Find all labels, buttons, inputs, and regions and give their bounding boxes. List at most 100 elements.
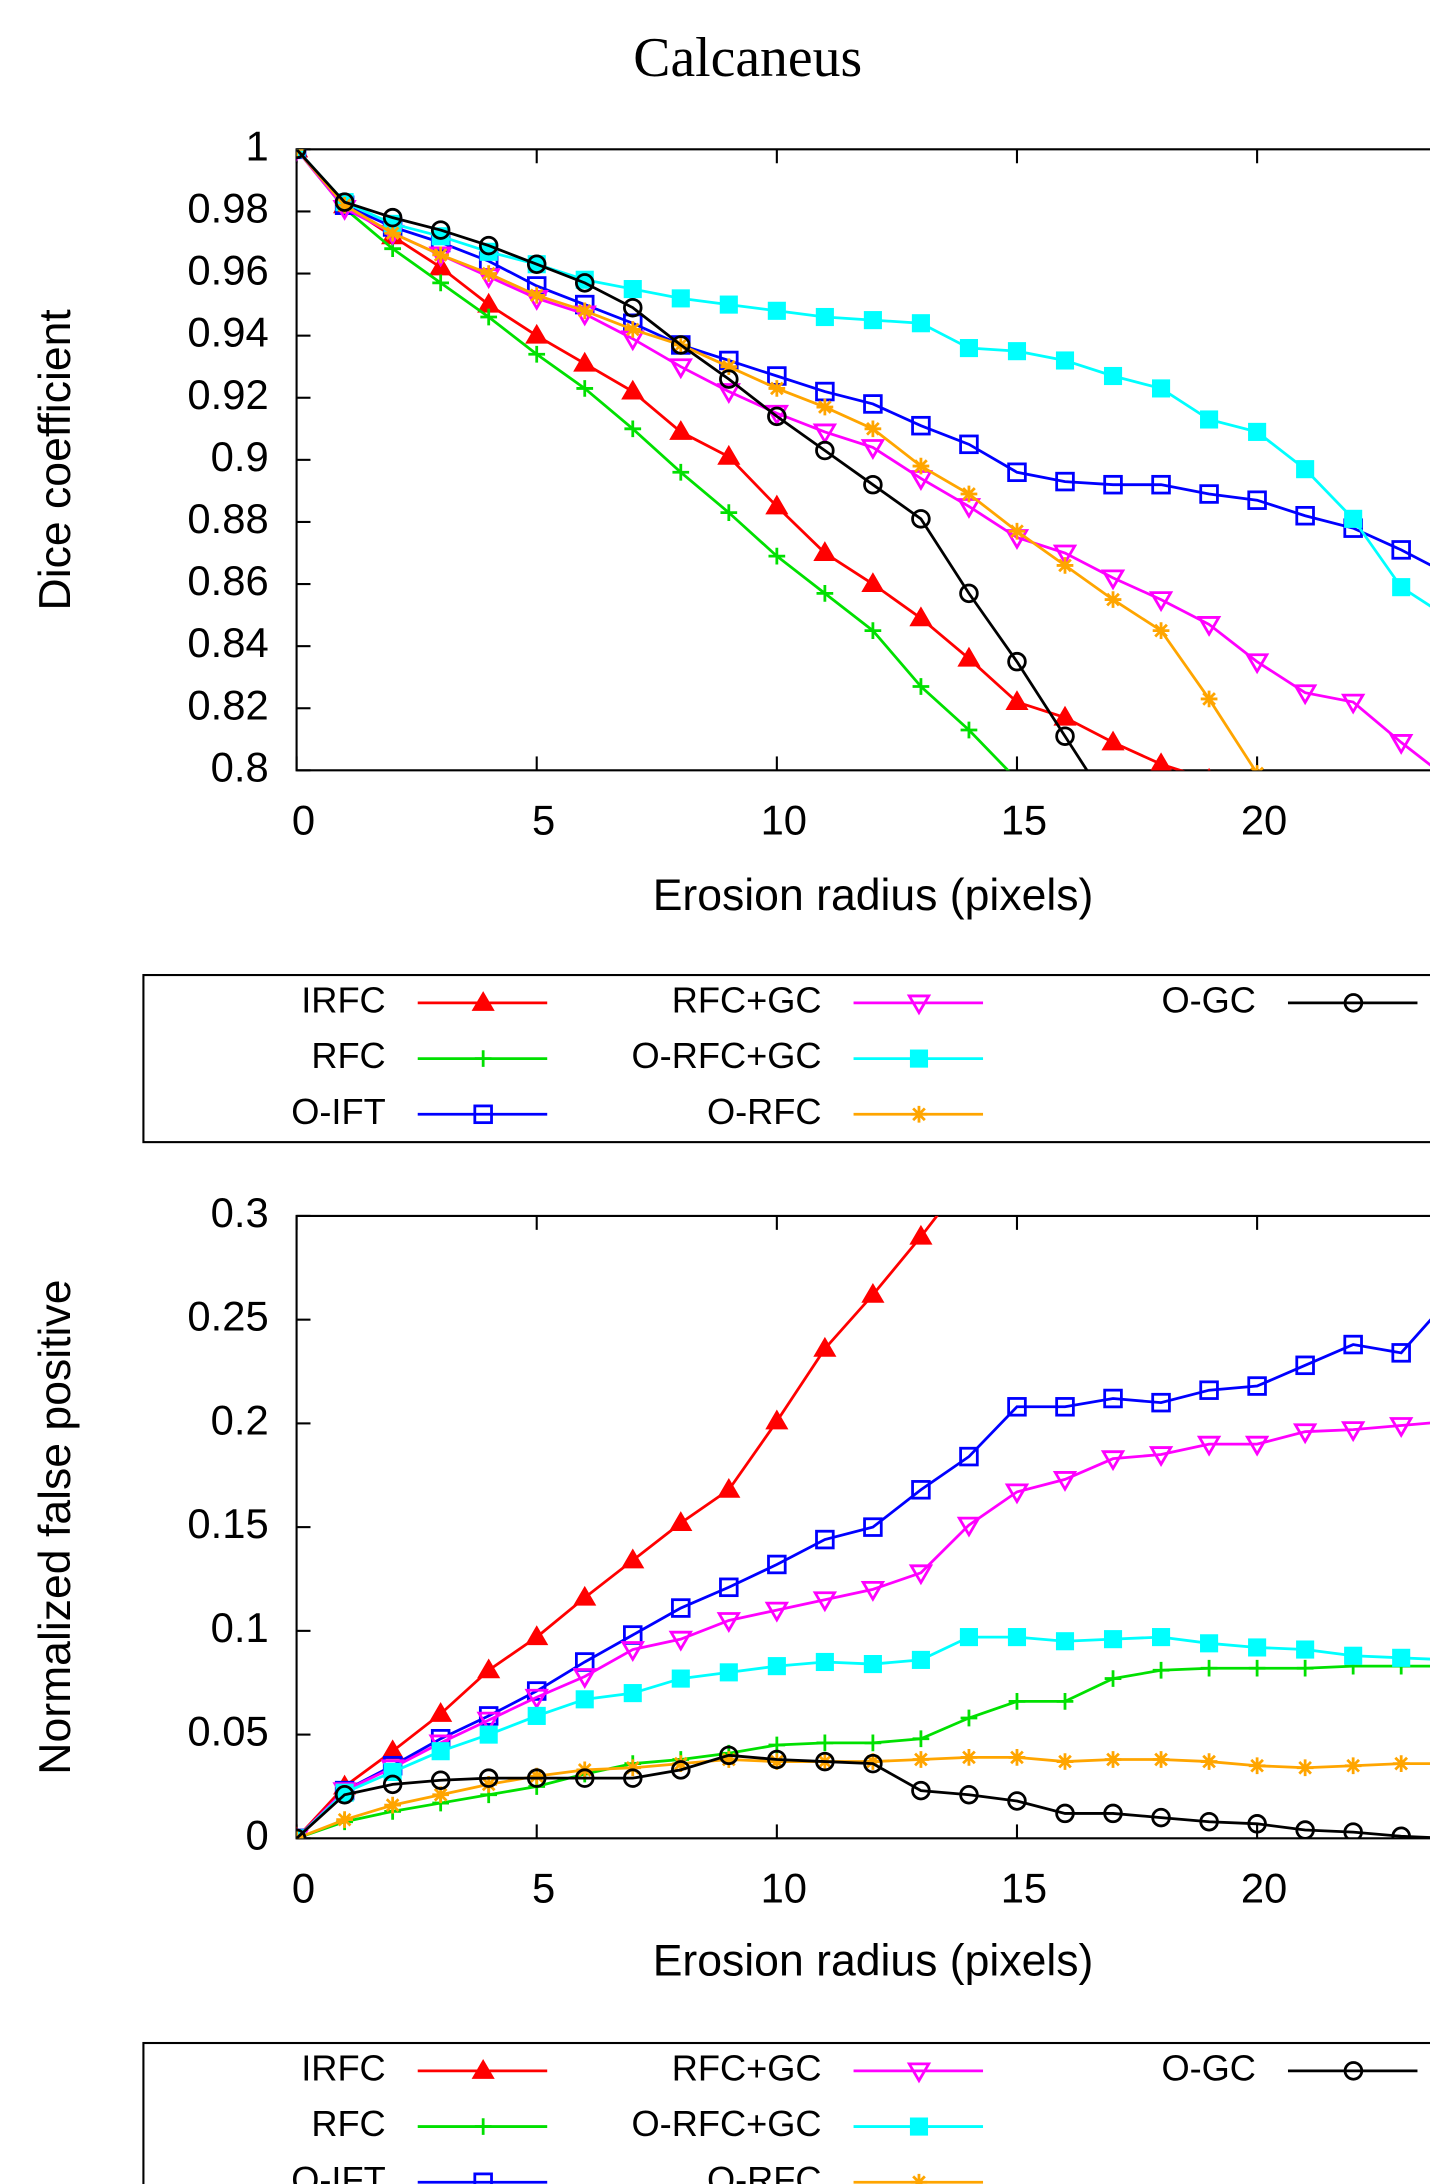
marker <box>960 1709 978 1727</box>
marker <box>768 547 786 565</box>
marker <box>478 1768 499 1788</box>
marker <box>1250 765 1264 771</box>
plot-frame <box>295 148 1430 772</box>
series-line <box>296 1753 1430 1839</box>
marker <box>1007 1628 1027 1647</box>
legend-label: RFC <box>311 2103 385 2144</box>
legend-marker <box>909 2117 929 2136</box>
marker <box>911 314 930 333</box>
marker <box>477 1658 501 1679</box>
y-tick-label: 1 <box>245 122 268 169</box>
marker <box>1151 1392 1171 1413</box>
marker <box>861 572 885 593</box>
marker <box>767 1554 787 1575</box>
marker <box>1247 490 1267 510</box>
marker <box>575 1690 594 1709</box>
marker <box>621 379 645 400</box>
marker <box>528 345 546 363</box>
marker <box>1199 1811 1219 1832</box>
marker <box>381 1739 405 1760</box>
marker <box>1007 651 1027 672</box>
marker <box>1340 1421 1366 1443</box>
x-tick-label: 0 <box>292 796 315 843</box>
legend-box <box>142 2041 1430 2184</box>
marker <box>384 224 401 242</box>
marker <box>960 721 978 739</box>
marker <box>864 622 882 639</box>
marker <box>1007 1791 1027 1811</box>
y-tick-label: 0.05 <box>187 1708 268 1755</box>
marker <box>527 1706 546 1725</box>
marker <box>911 415 931 436</box>
marker <box>1005 690 1029 711</box>
marker <box>1103 1630 1123 1649</box>
marker <box>815 440 835 461</box>
x-tick-label: 15 <box>1001 796 1047 843</box>
marker <box>336 196 353 214</box>
marker <box>959 339 978 358</box>
marker <box>1344 1646 1363 1665</box>
marker <box>960 1749 978 1766</box>
marker <box>911 1650 930 1669</box>
series-line <box>296 149 1430 608</box>
legend-marker <box>471 991 495 1011</box>
marker <box>1392 1648 1411 1667</box>
y-tick-label: 0.2 <box>211 1396 269 1443</box>
marker <box>624 420 642 438</box>
marker <box>1007 342 1027 361</box>
marker <box>573 351 597 372</box>
marker <box>909 606 933 627</box>
marker <box>1200 1659 1218 1677</box>
marker <box>1200 1634 1219 1653</box>
marker <box>1008 522 1026 540</box>
series-line <box>296 1318 1430 1839</box>
marker <box>1052 544 1078 566</box>
marker <box>959 1446 979 1467</box>
marker <box>671 289 690 308</box>
marker <box>572 1668 597 1690</box>
marker <box>816 1734 834 1752</box>
marker <box>476 1711 501 1733</box>
marker <box>1055 351 1075 370</box>
marker <box>432 274 450 292</box>
marker <box>671 1598 691 1618</box>
marker <box>1292 1423 1318 1445</box>
marker <box>672 1755 690 1772</box>
marker <box>668 1630 693 1652</box>
marker <box>382 1774 403 1795</box>
legend-marker <box>906 2062 932 2084</box>
marker <box>1100 569 1126 591</box>
marker <box>1105 802 1122 819</box>
marker <box>1152 379 1171 398</box>
legend-marker <box>909 1049 929 1068</box>
marker <box>815 1751 835 1772</box>
y-axis-label: Dice coefficient <box>31 309 80 611</box>
marker <box>909 1224 933 1245</box>
marker <box>1200 1753 1218 1770</box>
marker <box>764 404 790 426</box>
marker <box>1296 1759 1314 1777</box>
marker <box>1247 1376 1267 1396</box>
marker <box>576 302 594 320</box>
marker <box>765 494 789 515</box>
marker <box>912 1751 930 1768</box>
x-axis-label: Erosion radius (pixels) <box>653 871 1094 920</box>
marker <box>524 1688 549 1710</box>
marker <box>669 1511 693 1531</box>
y-tick-label: 0.86 <box>187 557 268 604</box>
marker <box>816 398 834 416</box>
marker <box>1247 1814 1267 1834</box>
marker <box>334 192 355 212</box>
marker <box>1392 1755 1410 1772</box>
marker <box>1244 653 1270 675</box>
marker <box>1104 1670 1122 1687</box>
y-tick-label: 0.8 <box>211 743 269 790</box>
marker <box>336 1811 353 1829</box>
marker <box>860 439 886 460</box>
marker <box>671 1760 691 1780</box>
legend-label: O-RFC <box>707 1091 822 1132</box>
marker <box>1248 1659 1266 1677</box>
marker <box>959 1165 978 1182</box>
marker <box>1196 1435 1222 1457</box>
marker <box>863 1753 883 1774</box>
